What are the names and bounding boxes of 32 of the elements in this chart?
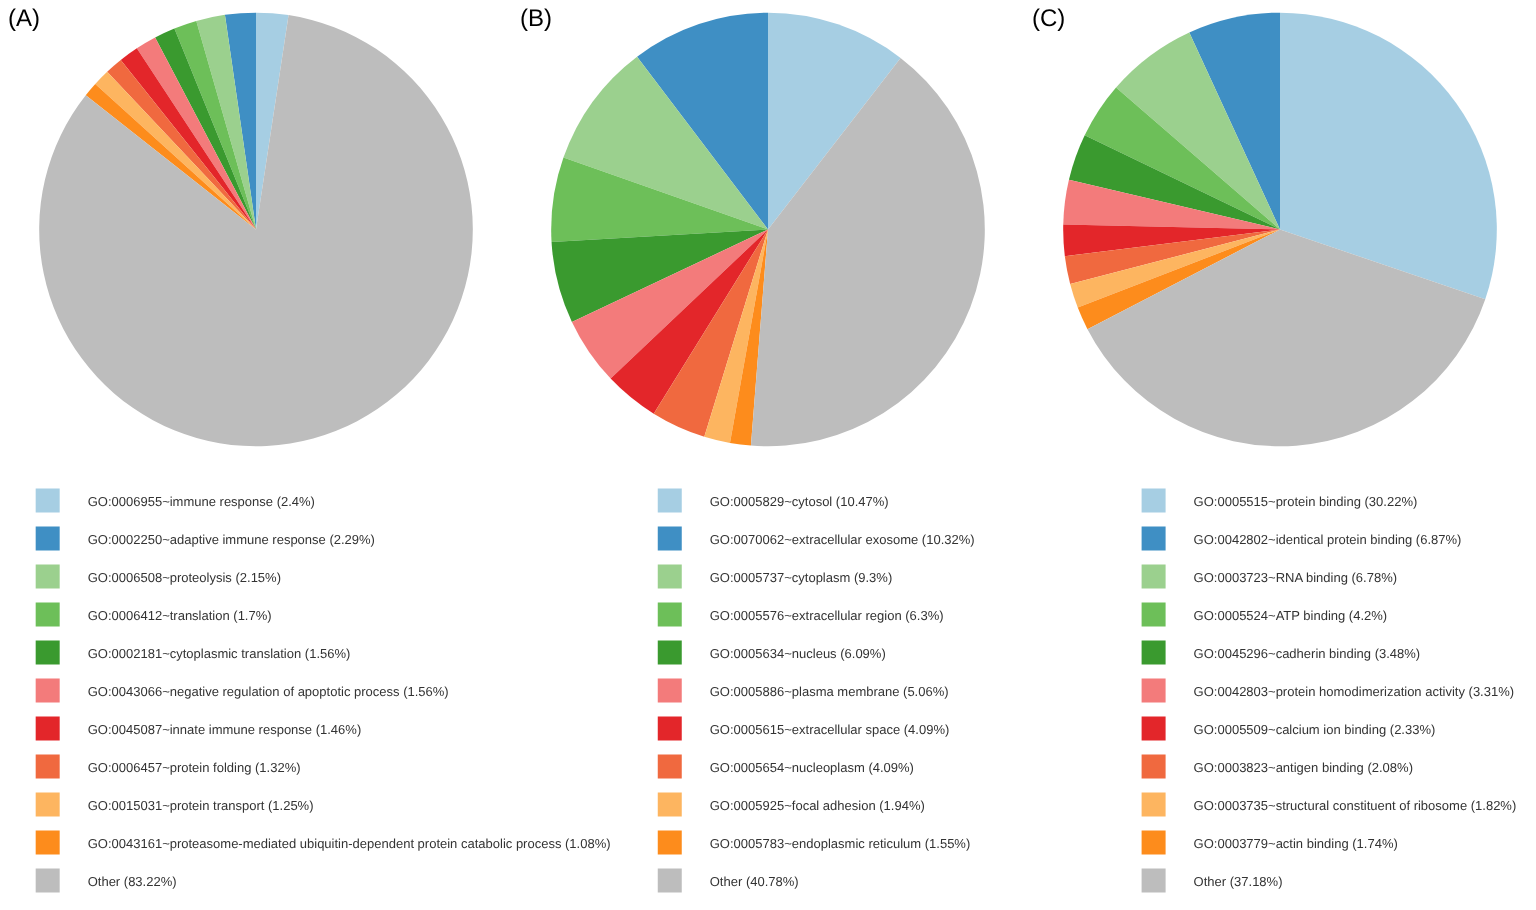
pie-slice — [729, 229, 768, 446]
pie-slice — [1116, 32, 1280, 230]
pie-slice — [224, 12, 256, 230]
pie-slice — [1070, 229, 1280, 308]
pie-slice — [155, 28, 256, 230]
pie-slice — [1087, 229, 1486, 446]
pie-slice — [571, 229, 768, 379]
chart-title: (C) — [1032, 4, 1066, 32]
pie-slice — [750, 57, 985, 446]
pie-slice — [39, 15, 473, 446]
pie-slice — [637, 12, 768, 230]
pie-slice — [1063, 179, 1280, 230]
pie-slice — [1068, 135, 1280, 230]
pie-slice — [1064, 229, 1280, 284]
pie-slice — [704, 229, 768, 443]
pie-slice — [196, 14, 256, 230]
pie-slice — [1084, 87, 1280, 230]
pie-slice — [1280, 12, 1497, 300]
pie-slice — [563, 56, 768, 230]
pie-slice — [174, 21, 256, 230]
pie-slice — [1077, 229, 1280, 330]
pie-slice — [653, 229, 768, 437]
pie-slice — [551, 229, 768, 322]
pie-slice — [1063, 224, 1280, 257]
pie-slice — [551, 157, 768, 243]
pie-slice — [768, 12, 901, 230]
chart-title: (A) — [8, 4, 40, 32]
chart-title: (B) — [520, 4, 552, 32]
pie-slice — [1189, 12, 1280, 230]
pie-slice — [256, 12, 289, 230]
pie-slice — [610, 229, 768, 414]
pie-slice — [136, 37, 256, 230]
